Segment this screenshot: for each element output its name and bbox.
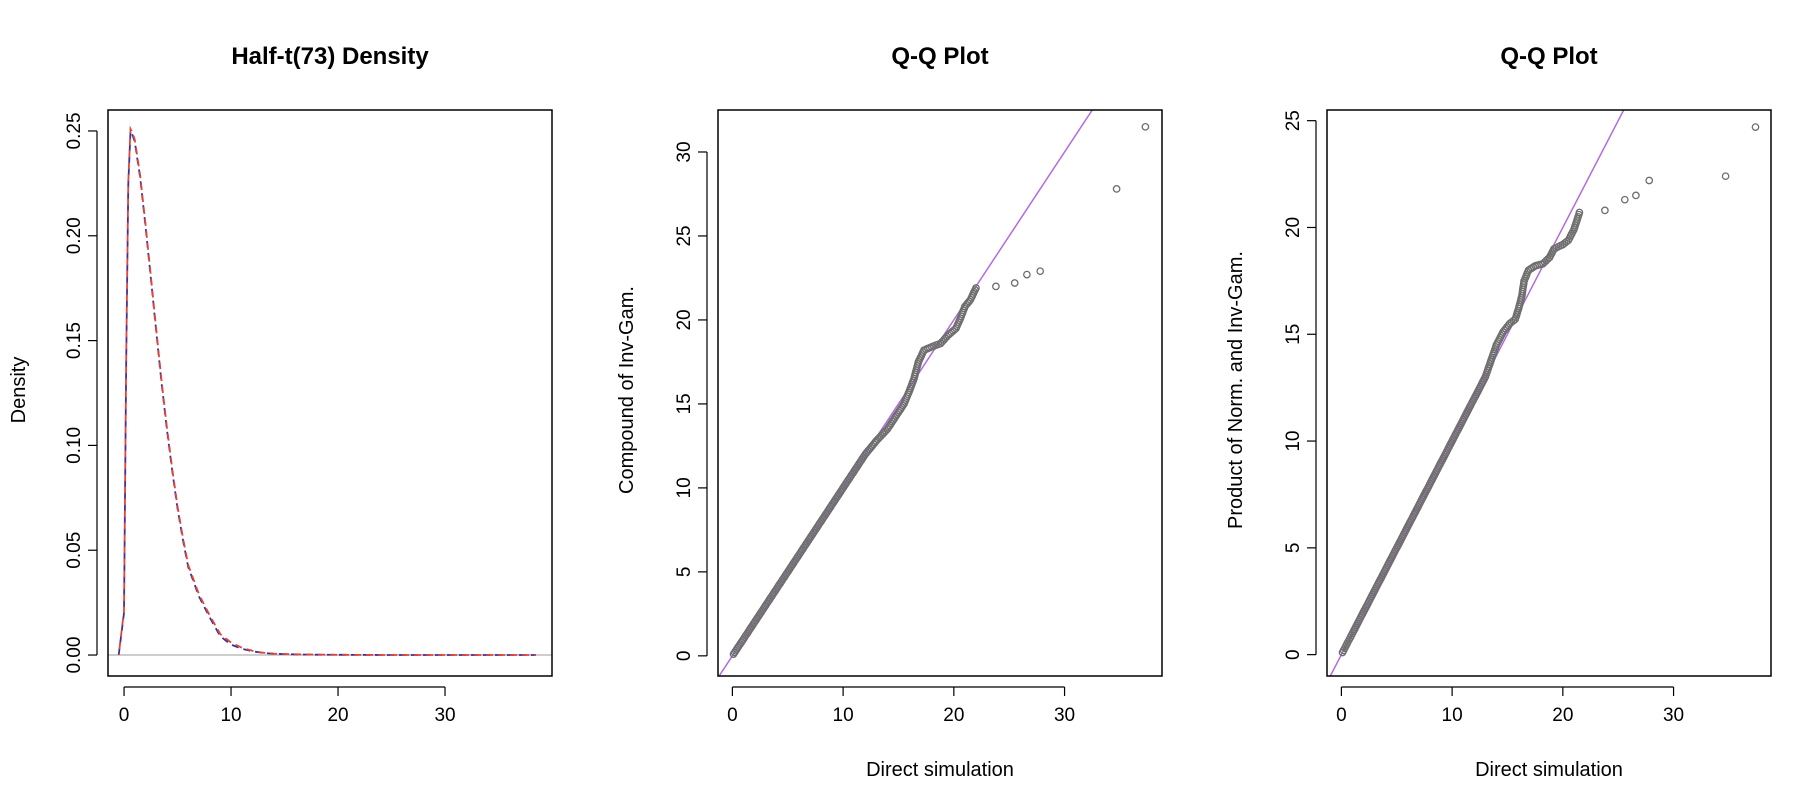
qq-point	[1575, 208, 1584, 217]
qq-point	[1112, 185, 1121, 193]
qq-point	[787, 562, 796, 571]
qq-point	[1721, 172, 1730, 181]
x-tick-label: 20	[943, 705, 964, 726]
panel-3-ylabel: Product of Norm. and Inv-Gam.	[1225, 251, 1247, 529]
x-tick-label: 0	[1336, 705, 1347, 726]
x-tick-label: 30	[1054, 705, 1075, 726]
y-tick-label: 0	[674, 651, 695, 662]
y-tick-label: 0.25	[64, 112, 85, 149]
panel-3-title: Q-Q Plot	[1500, 43, 1597, 70]
y-tick-label: 0.05	[64, 532, 85, 569]
panel-3-xlabel: Direct simulation	[1475, 759, 1623, 781]
y-tick-label: 25	[674, 225, 695, 246]
qq-point	[819, 513, 828, 522]
qq-reference-line	[1329, 110, 1625, 676]
panel-qq-compound: Q-Q Plot Direct simulation Compound of I…	[616, 43, 1163, 781]
y-tick-label: 30	[674, 141, 695, 162]
y-tick-label: 5	[674, 567, 695, 578]
y-tick-label: 0	[1283, 649, 1304, 660]
qq-point	[746, 624, 755, 632]
qq-point	[1010, 279, 1019, 287]
panel-3-plot-area: 0 10 20 30 0 5 10 15 20 25	[1283, 110, 1760, 726]
qq-point	[1036, 267, 1045, 276]
y-tick-label: 25	[1283, 110, 1304, 131]
x-tick-label: 10	[220, 705, 241, 726]
qq-point	[1023, 270, 1031, 279]
panel-3-frame	[1326, 109, 1772, 677]
y-tick-label: 15	[1283, 324, 1304, 345]
panel-density: Half-t(73) Density Density 0 10 20 30 0.00 0.…	[8, 43, 553, 726]
qq-point	[1751, 123, 1760, 131]
qq-point	[794, 551, 803, 559]
y-tick-label: 0.15	[64, 322, 85, 359]
panel-2-plot-area: 0 10 20 30 0 5 10 15 20 25 30	[674, 110, 1150, 726]
qq-point	[992, 282, 1000, 291]
panel-1-frame	[107, 109, 553, 677]
qq-point	[823, 508, 831, 517]
y-tick-label: 15	[674, 393, 695, 414]
qq-point	[856, 457, 865, 466]
qq-point	[972, 284, 980, 292]
y-tick-label: 0.10	[64, 427, 85, 464]
panel-2-title: Q-Q Plot	[891, 43, 988, 70]
y-tick-label: 10	[1283, 430, 1304, 451]
qq-point	[754, 612, 763, 621]
density-series-line-2	[117, 125, 536, 656]
panel-1-ylabel: Density	[8, 357, 30, 424]
x-tick-label: 0	[119, 705, 130, 726]
panel-2-ylabel: Compound of Inv-Gam.	[616, 286, 638, 494]
density-series-line-1	[117, 127, 536, 656]
x-tick-label: 30	[434, 705, 455, 726]
qq-point	[1601, 206, 1609, 215]
y-tick-label: 10	[674, 477, 695, 498]
x-tick-label: 10	[1442, 705, 1463, 726]
panel-1-plot-area: 0 10 20 30 0.00 0.05 0.10 0.15 0.20 0.25	[64, 112, 552, 726]
y-tick-label: 5	[1283, 543, 1304, 554]
qq-point	[758, 607, 766, 615]
x-tick-label: 0	[727, 705, 738, 726]
panel-1-title: Half-t(73) Density	[231, 43, 429, 70]
qq-point	[1620, 195, 1629, 204]
qq-point	[1645, 176, 1654, 185]
qq-point	[1141, 122, 1150, 131]
y-tick-label: 0.20	[64, 217, 85, 254]
panel-qq-product: Q-Q Plot Direct simulation Product of No…	[1225, 43, 1772, 781]
qq-point	[1632, 191, 1640, 200]
x-tick-label: 20	[1552, 705, 1573, 726]
y-tick-label: 0.00	[64, 637, 85, 674]
panel-2-frame	[717, 109, 1163, 677]
x-tick-label: 10	[833, 705, 854, 726]
x-tick-label: 20	[327, 705, 348, 726]
qq-point	[791, 556, 799, 565]
y-tick-label: 20	[1283, 217, 1304, 238]
x-tick-label: 30	[1663, 705, 1684, 726]
panel-2-xlabel: Direct simulation	[866, 759, 1014, 781]
qq-point	[750, 618, 759, 627]
y-tick-label: 20	[674, 309, 695, 330]
